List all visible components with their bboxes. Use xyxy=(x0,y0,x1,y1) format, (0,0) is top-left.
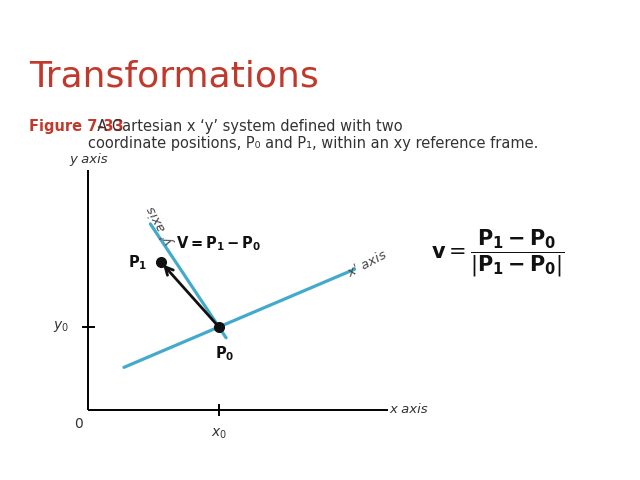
Text: $y_0$: $y_0$ xyxy=(53,320,69,335)
Text: $x_0$: $x_0$ xyxy=(211,427,227,441)
Text: A Cartesian x ‘y’ system defined with two
coordinate positions, P₀ and P₁, withi: A Cartesian x ‘y’ system defined with tw… xyxy=(88,119,539,152)
Text: 0: 0 xyxy=(74,417,83,431)
Text: Transformations: Transformations xyxy=(29,60,319,94)
Text: x axis: x axis xyxy=(390,403,428,417)
Text: $\mathbf{v} = \dfrac{\mathbf{P_1 - P_0}}{|\mathbf{P_1 - P_0}|}$: $\mathbf{v} = \dfrac{\mathbf{P_1 - P_0}}… xyxy=(431,228,565,279)
Text: $\mathbf{P_1}$: $\mathbf{P_1}$ xyxy=(129,253,148,272)
Text: $y'$ axis: $y'$ axis xyxy=(143,202,179,249)
Text: 43: 43 xyxy=(593,13,618,31)
Text: y axis: y axis xyxy=(69,153,108,166)
Text: $x'$ axis: $x'$ axis xyxy=(345,248,390,281)
Text: $\mathbf{P_0}$: $\mathbf{P_0}$ xyxy=(215,344,234,362)
Text: $\mathbf{V = P_1 - P_0}$: $\mathbf{V = P_1 - P_0}$ xyxy=(176,235,262,253)
Text: Figure 7-33: Figure 7-33 xyxy=(29,119,124,134)
